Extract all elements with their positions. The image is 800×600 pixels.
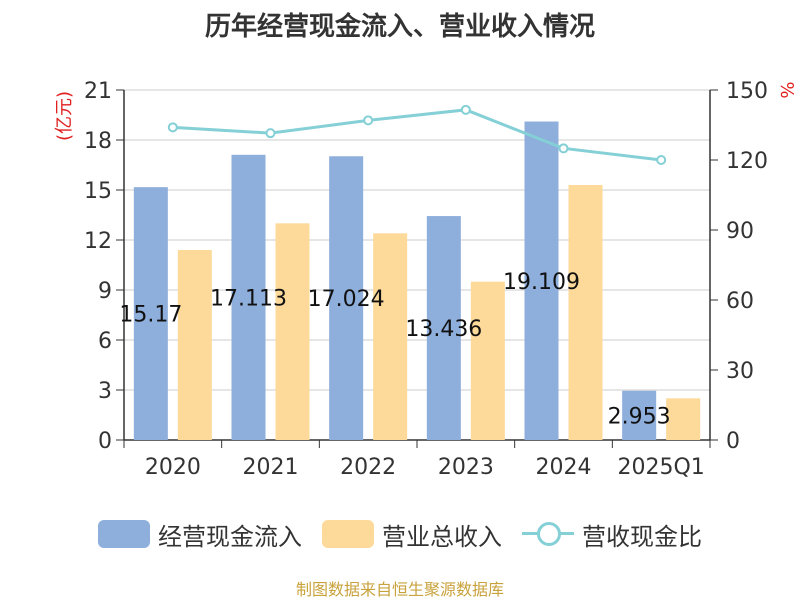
- y-right-tick-label: 120: [726, 149, 768, 174]
- y-right-tick-label: 90: [726, 219, 754, 244]
- x-tick-label: 2025Q1: [618, 455, 705, 480]
- bar-cash-inflow: [524, 121, 559, 441]
- legend-item-cash-inflow[interactable]: 经营现金流入: [98, 516, 302, 552]
- bar-cash-inflow: [622, 390, 657, 440]
- y-left-tick-label: 3: [98, 379, 112, 404]
- y-right-tick-label: 0: [726, 429, 740, 454]
- data-label-cash-inflow: 13.436: [405, 317, 482, 342]
- data-label-cash-inflow: 17.024: [308, 287, 385, 312]
- point-cash-ratio: [265, 128, 276, 139]
- y-left-tick-label: 6: [98, 329, 112, 354]
- y-left-tick-label: 15: [84, 179, 112, 204]
- x-tick-label: 2022: [340, 455, 396, 480]
- bar-revenue: [666, 398, 701, 440]
- y-left-tick-label: 0: [98, 429, 112, 454]
- bar-cash-inflow: [426, 216, 461, 440]
- point-cash-ratio: [167, 122, 178, 133]
- y-right-tick-label: 150: [726, 79, 768, 104]
- legend-swatch-cash-ratio: [522, 520, 574, 548]
- x-tick-label: 2020: [145, 455, 201, 480]
- legend-label-revenue: 营业总收入: [382, 522, 502, 551]
- data-label-cash-inflow: 17.113: [210, 286, 287, 311]
- point-cash-ratio: [363, 115, 374, 126]
- legend: 经营现金流入 营业总收入 营收现金比: [0, 516, 800, 552]
- y-right-axis-label: %: [776, 81, 797, 98]
- bar-revenue: [177, 250, 212, 440]
- point-cash-ratio: [656, 155, 667, 165]
- legend-swatch-cash-inflow: [98, 520, 150, 548]
- bar-revenue: [470, 281, 505, 440]
- legend-label-cash-inflow: 经营现金流入: [158, 522, 302, 551]
- y-right-tick-label: 30: [726, 359, 754, 384]
- data-label-cash-inflow: 19.109: [503, 270, 580, 295]
- point-cash-ratio: [460, 104, 471, 115]
- bar-revenue: [275, 223, 310, 440]
- y-right-tick-label: 60: [726, 289, 754, 314]
- legend-item-cash-ratio[interactable]: 营收现金比: [522, 516, 702, 552]
- y-left-axis-label: (亿元): [54, 91, 75, 141]
- x-tick-label: 2021: [243, 455, 299, 480]
- y-left-tick-label: 21: [84, 79, 112, 104]
- bar-revenue: [568, 185, 603, 440]
- bar-revenue: [373, 233, 408, 440]
- legend-item-revenue[interactable]: 营业总收入: [322, 516, 502, 552]
- source-note: 制图数据来自恒生聚源数据库: [295, 580, 504, 599]
- legend-swatch-revenue: [322, 520, 374, 548]
- data-label-cash-inflow: 15.17: [119, 303, 182, 328]
- x-tick-label: 2023: [438, 455, 494, 480]
- line-cash-ratio: [172, 108, 662, 162]
- y-left-tick-label: 12: [84, 229, 112, 254]
- data-label-cash-inflow: 2.953: [608, 404, 671, 429]
- bar-cash-inflow: [329, 156, 364, 440]
- x-tick-label: 2024: [536, 455, 592, 480]
- legend-label-cash-ratio: 营收现金比: [582, 522, 702, 551]
- y-left-tick-label: 18: [84, 129, 112, 154]
- y-left-tick-label: 9: [98, 279, 112, 304]
- bar-cash-inflow: [231, 154, 266, 441]
- point-cash-ratio: [558, 143, 569, 154]
- chart-title: 历年经营现金流入、营业收入情况: [204, 12, 595, 42]
- bar-cash-inflow: [133, 187, 168, 440]
